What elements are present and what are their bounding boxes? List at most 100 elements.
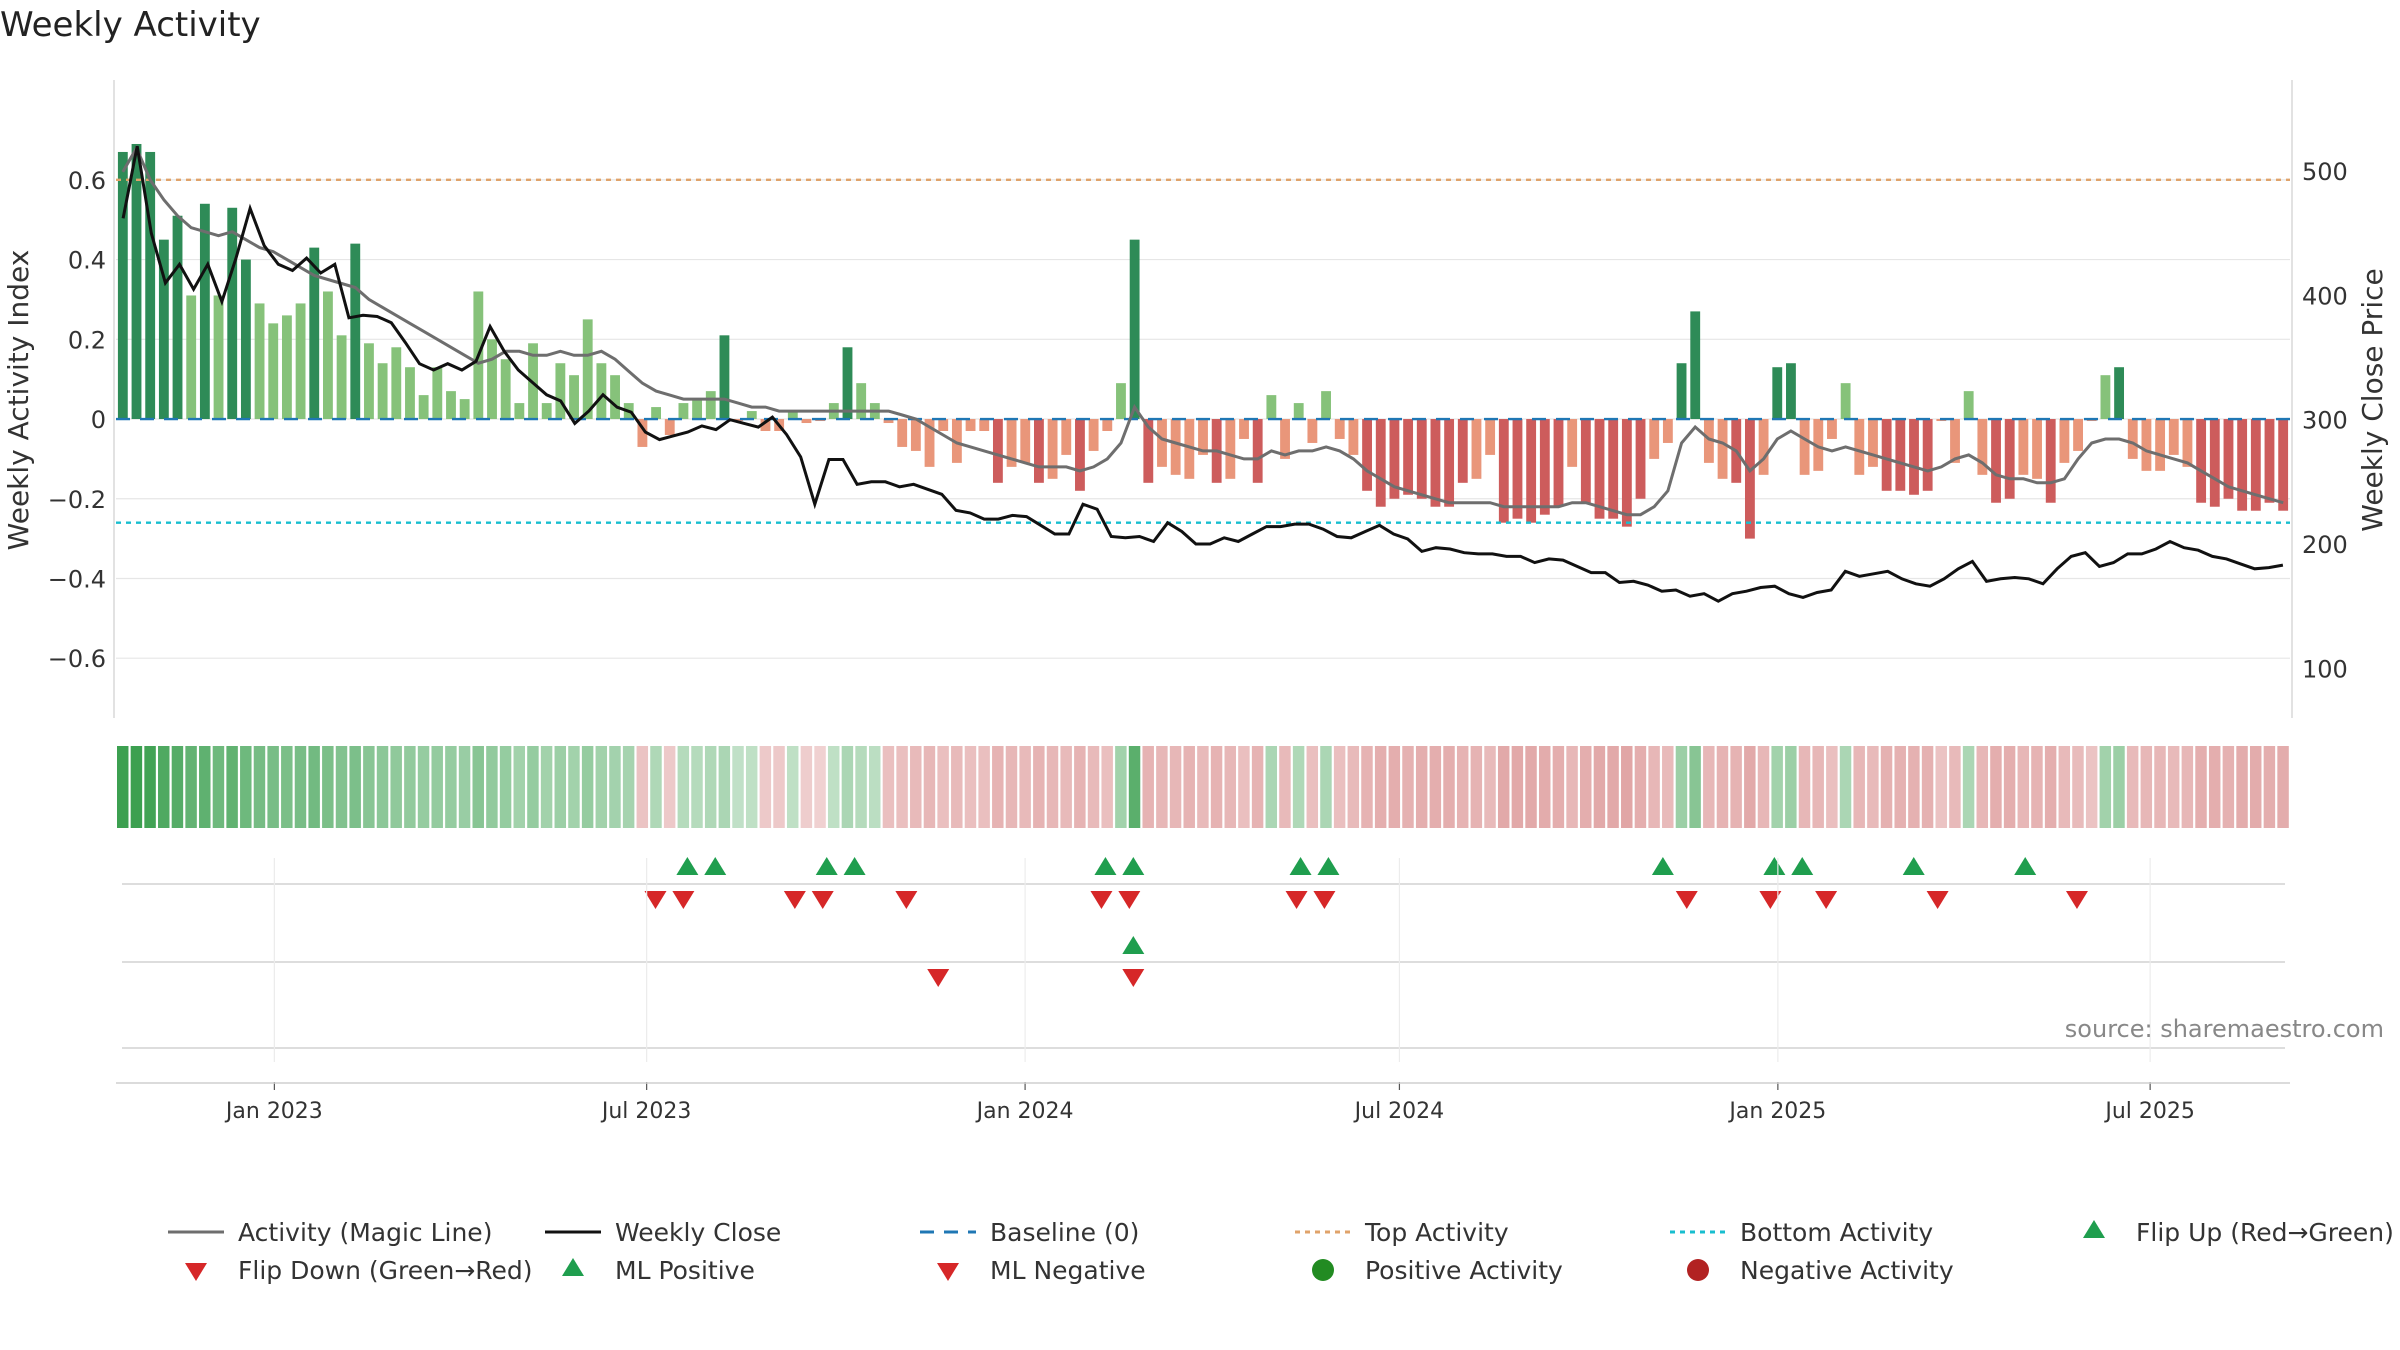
heat-strip-cell (1470, 746, 1483, 828)
flip-down-marker (1759, 891, 1782, 909)
heat-strip-cell (855, 746, 867, 828)
activity-bar (1526, 419, 1537, 523)
activity-bar (1020, 419, 1031, 463)
heat-strip-cell (335, 746, 348, 828)
x-axis: Jan 2023 Jul 2023 Jan 2024 Jul 2024 Jan 2025… (116, 858, 2290, 1124)
heat-strip-cell (2031, 746, 2043, 828)
heat-strip-cell (2181, 746, 2194, 828)
activity-bar (1635, 419, 1646, 499)
activity-bar (2100, 375, 2111, 420)
heat-strip-cell (349, 746, 361, 828)
activity-bar (1827, 419, 1837, 439)
activity-bar (1662, 419, 1673, 443)
activity-bar (924, 419, 935, 467)
legend-item: Negative Activity (1687, 1256, 1954, 1285)
activity-bar (733, 419, 744, 422)
heat-strip-cell (1552, 746, 1565, 828)
heat-strip-cell (1251, 746, 1264, 828)
activity-bar (1088, 419, 1099, 451)
flip-down-marker (1313, 891, 1336, 909)
activity-bar (1225, 419, 1236, 479)
activity-bar (1950, 419, 1960, 463)
activity-bar (1690, 311, 1701, 420)
activity-bar (1034, 419, 1044, 483)
activity-bar (1047, 419, 1058, 479)
activity-bar (418, 395, 429, 420)
flip-up-marker (815, 857, 838, 875)
heat-strip-cell (882, 746, 895, 828)
flip-up-marker (1289, 857, 1312, 875)
heat-strip-cell (527, 746, 539, 828)
activity-bar (500, 359, 511, 420)
heat-strip-cell (308, 746, 320, 828)
legend-label: Negative Activity (1740, 1256, 1954, 1285)
heat-strip-cell (2208, 746, 2221, 828)
legend-item: Weekly Close (545, 1218, 781, 1247)
heat-strip-cell (240, 746, 252, 828)
activity-bar (2182, 419, 2193, 467)
activity-bar (1608, 419, 1619, 519)
heat-strip-cell (390, 746, 402, 828)
heat-strip-cell (130, 746, 143, 828)
heat-strip-cell (2277, 746, 2289, 828)
activity-bar (2196, 419, 2207, 503)
activity-bar (158, 239, 169, 420)
activity-bar (1580, 419, 1591, 503)
heat-strip-cell (1511, 746, 1524, 828)
heat-strip-cell (1621, 746, 1633, 828)
right-y-ticks: 500 400 300 200 100 (2302, 158, 2348, 683)
activity-bar (405, 367, 415, 420)
legend-dot-red-icon (1687, 1259, 1709, 1281)
right-tick-label: 100 (2302, 655, 2348, 683)
activity-bar (897, 419, 908, 447)
flip-up-marker (843, 857, 866, 875)
heat-strip-cell (759, 746, 772, 828)
activity-bar (1334, 419, 1345, 439)
activity-bar (336, 335, 347, 420)
activity-bar (760, 419, 771, 431)
heat-strip-cell (1265, 746, 1278, 828)
activity-bar (2278, 419, 2289, 511)
heat-strip-cell (1238, 746, 1250, 828)
flip-down-marker (2065, 891, 2088, 909)
activity-bar (172, 215, 183, 420)
heat-strip-cell (281, 746, 293, 828)
activity-bar (186, 295, 197, 420)
activity-bar (1512, 419, 1523, 519)
heat-strip-cell (732, 746, 744, 828)
series-lines (121, 144, 2284, 603)
legend-label: Positive Activity (1365, 1256, 1563, 1285)
heat-strip-cell (581, 746, 594, 828)
left-tick-label: 0.2 (68, 326, 106, 354)
legend-item: Baseline (0) (920, 1218, 1139, 1247)
activity-bar (2032, 419, 2042, 479)
activity-bar (487, 339, 497, 420)
flip-down-marker (1118, 891, 1141, 909)
heat-strip-cell (294, 746, 307, 828)
activity-bar (1170, 419, 1181, 475)
flip-down-marker (811, 891, 834, 909)
heat-strip-cell (226, 746, 238, 828)
flip-up-marker (676, 857, 699, 875)
activity-bar (227, 207, 238, 420)
heat-strip-cell (1115, 746, 1127, 828)
heat-strip-cell (212, 746, 225, 828)
heat-strip-cell (609, 746, 621, 828)
heat-strip-cell (2140, 746, 2153, 828)
x-tick-label: Jul 2025 (2103, 1099, 2195, 1124)
flip-down-marker (672, 891, 695, 909)
heat-strip-cell (1060, 746, 1072, 828)
activity-bar (377, 363, 388, 420)
activity-bar (309, 247, 320, 420)
activity-bar (856, 383, 867, 420)
activity-bar (1416, 419, 1427, 499)
heat-strip-cell (1087, 746, 1100, 828)
activity-bar (281, 315, 292, 420)
heat-strip-cell (1156, 746, 1168, 828)
heat-strip-cell (814, 746, 826, 828)
activity-bar (2073, 419, 2083, 451)
heat-strip-cell (773, 746, 785, 828)
flip-markers-panel (122, 857, 2285, 909)
activity-bar (1909, 419, 1919, 495)
